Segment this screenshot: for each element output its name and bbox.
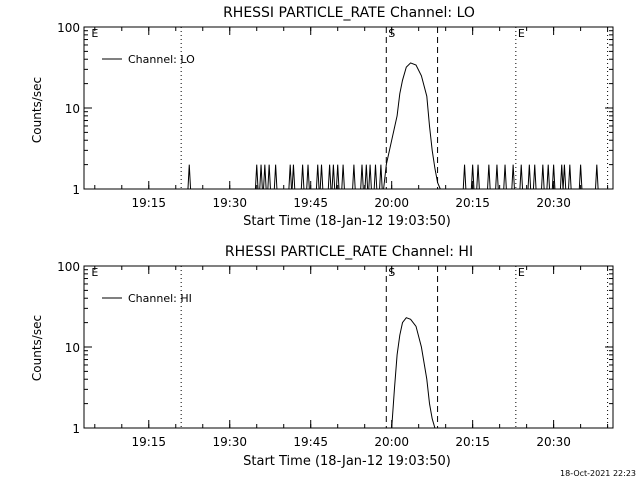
plot-area: 1 10 100 19:15 19:30 19:45 20:00 20:15 20:30 E S E C… — [57, 21, 614, 210]
data-spike — [532, 164, 537, 190]
data-spike — [476, 164, 480, 190]
plot-area: 1 10 100 19:15 19:30 19:45 20:00 20:15 20:30 E S E C… — [57, 260, 614, 449]
chart-title: RHESSI PARTICLE_RATE Channel: HI — [225, 244, 473, 260]
legend-entry: Channel: HI — [128, 292, 192, 305]
data-spike — [360, 164, 364, 190]
data-spike — [562, 164, 567, 190]
x-tick-label: 19:45 — [293, 196, 328, 210]
data-spike — [495, 164, 499, 190]
x-tick-label: 20:15 — [455, 196, 490, 210]
x-tick-label: 20:30 — [536, 196, 571, 210]
x-tick-label: 20:00 — [374, 196, 409, 210]
y-axis-label: Counts/sec — [30, 315, 44, 381]
data-spike — [352, 164, 356, 190]
data-spike — [373, 164, 378, 190]
data-spike — [288, 164, 293, 190]
data-spike — [335, 164, 340, 190]
data-spike — [487, 164, 491, 190]
data-spike — [364, 164, 369, 190]
lo-channel-panel: RHESSI PARTICLE_RATE Channel: LO Counts/… — [30, 5, 614, 229]
y-tick-label: 100 — [57, 21, 80, 35]
data-spike — [368, 164, 372, 190]
data-spike — [568, 164, 572, 190]
x-tick-label: 19:15 — [131, 435, 166, 449]
x-tick-label: 20:15 — [455, 435, 490, 449]
plot-frame — [83, 265, 614, 429]
data-spike — [259, 164, 263, 190]
x-tick-label: 19:30 — [212, 196, 247, 210]
event-marker-label: S — [388, 266, 395, 279]
data-spike — [595, 164, 599, 190]
data-spike — [546, 164, 551, 190]
data-spike — [511, 164, 515, 190]
data-spike — [306, 164, 310, 190]
data-spike — [578, 164, 583, 190]
y-tick-label: 100 — [57, 260, 80, 274]
event-marker-label: E — [91, 266, 98, 279]
data-spike — [327, 164, 332, 190]
data-spike — [541, 164, 545, 190]
x-tick-label: 19:45 — [293, 435, 328, 449]
data-spike — [254, 164, 259, 190]
data-spike — [315, 164, 320, 190]
data-spike — [267, 164, 271, 190]
data-spike — [263, 164, 267, 190]
event-marker-label: E — [91, 27, 98, 40]
data-spike — [559, 164, 564, 190]
legend-entry: Channel: LO — [128, 53, 195, 66]
x-axis-label: Start Time (18-Jan-12 19:03:50) — [243, 454, 451, 469]
x-tick-label: 20:00 — [374, 435, 409, 449]
generated-timestamp: 18-Oct-2021 22:23 — [560, 469, 636, 478]
data-line — [391, 317, 436, 429]
data-spike — [341, 164, 345, 190]
data-spike — [527, 164, 532, 190]
data-spike — [273, 164, 278, 190]
y-tick-label: 1 — [72, 183, 80, 197]
y-tick-label: 10 — [65, 102, 80, 116]
data-spike — [519, 164, 524, 190]
hi-channel-panel: RHESSI PARTICLE_RATE Channel: HI Counts/… — [30, 244, 614, 469]
x-tick-label: 19:15 — [131, 196, 166, 210]
data-spike — [470, 164, 475, 190]
data-spike — [300, 164, 305, 190]
chart-title: RHESSI PARTICLE_RATE Channel: LO — [223, 5, 475, 21]
data-spike — [291, 164, 296, 190]
y-axis-label: Counts/sec — [30, 77, 44, 143]
x-tick-label: 19:30 — [212, 435, 247, 449]
data-spike — [379, 164, 383, 190]
y-tick-label: 1 — [72, 422, 80, 436]
event-marker-label: E — [518, 27, 525, 40]
plot-frame — [83, 26, 614, 190]
event-marker-label: E — [518, 266, 525, 279]
data-spike — [187, 164, 192, 190]
data-spike — [503, 164, 507, 190]
data-spike — [331, 164, 336, 190]
x-axis-label: Start Time (18-Jan-12 19:03:50) — [243, 214, 451, 229]
data-spike — [319, 164, 324, 190]
x-tick-label: 20:30 — [536, 435, 571, 449]
data-line — [383, 62, 441, 190]
event-marker-label: S — [388, 27, 395, 40]
data-spike — [551, 164, 556, 190]
data-spike — [462, 164, 467, 190]
y-tick-label: 10 — [65, 341, 80, 355]
